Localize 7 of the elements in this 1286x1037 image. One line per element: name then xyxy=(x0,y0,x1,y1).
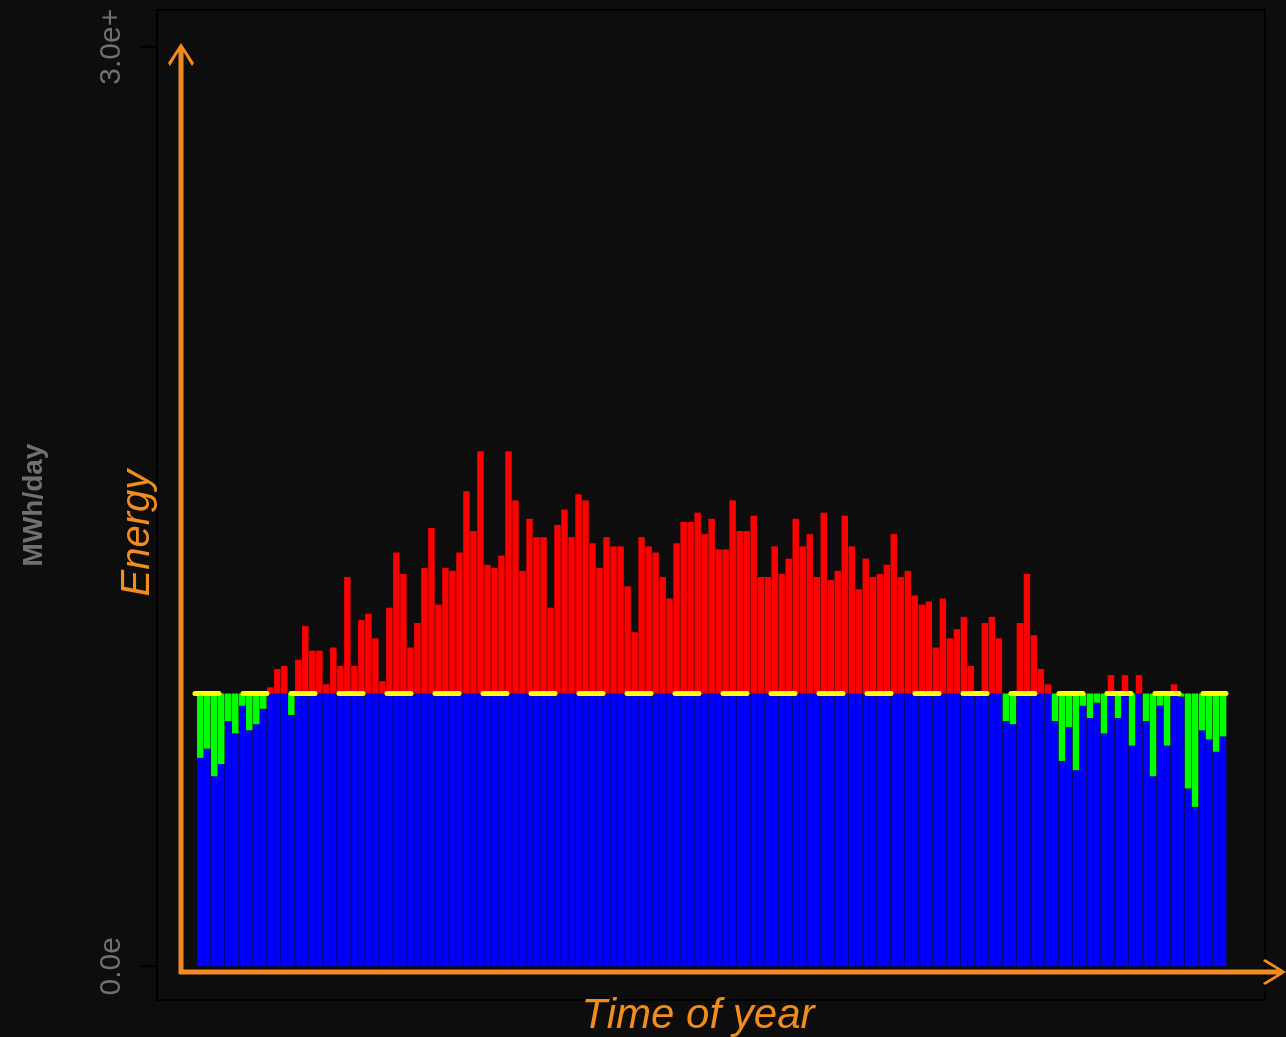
y-tick-label: 3.0e+ xyxy=(92,8,126,85)
y-tick-label: 0.0e xyxy=(92,937,126,996)
x-axis-title: Time of year xyxy=(581,990,817,1037)
y-axis-title: MWh/day xyxy=(17,443,49,567)
text: Energy xyxy=(112,466,157,597)
bar xyxy=(1128,693,1136,746)
bar xyxy=(1135,675,1143,694)
